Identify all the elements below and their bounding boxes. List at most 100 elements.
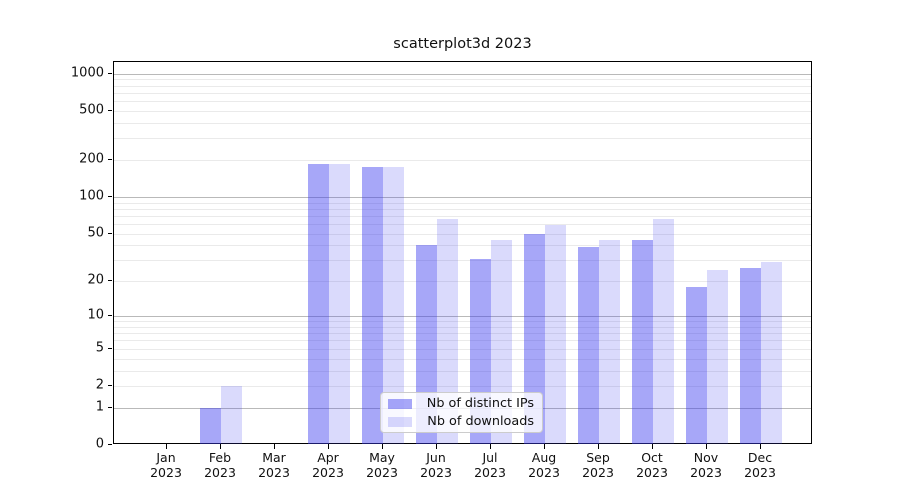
legend-label: Nb of downloads bbox=[427, 414, 534, 429]
x-tick-label-dec: Dec 2023 bbox=[744, 450, 776, 480]
x-tick-mark bbox=[382, 444, 383, 449]
bar-downloads-may bbox=[383, 167, 404, 444]
legend-row: Nb of distinct IPs bbox=[388, 396, 534, 411]
bar-downloads-apr bbox=[329, 163, 350, 444]
y-tick-mark bbox=[108, 384, 112, 386]
minor-gridline bbox=[114, 85, 811, 87]
x-tick-mark bbox=[652, 444, 653, 449]
bar-downloads-sep bbox=[599, 240, 620, 444]
y-tick-mark bbox=[108, 406, 112, 408]
y-tick-label: 10 bbox=[87, 307, 104, 323]
minor-gridline bbox=[114, 370, 811, 372]
bar-downloads-oct bbox=[653, 218, 674, 444]
major-gridline bbox=[114, 73, 811, 75]
minor-gridline bbox=[114, 385, 811, 387]
minor-gridline bbox=[114, 340, 811, 342]
bar-ips-apr bbox=[308, 163, 329, 444]
x-tick-mark bbox=[328, 444, 329, 449]
minor-gridline bbox=[114, 215, 811, 217]
bar-ips-sep bbox=[578, 246, 599, 444]
x-tick-label-may: May 2023 bbox=[366, 450, 398, 480]
chart-title: scatterplot3d 2023 bbox=[393, 36, 532, 52]
bar-downloads-feb bbox=[221, 385, 242, 444]
y-tick-label: 100 bbox=[79, 188, 104, 204]
y-tick-label: 5 bbox=[95, 340, 104, 356]
x-tick-mark bbox=[706, 444, 707, 449]
x-tick-mark bbox=[544, 444, 545, 449]
y-tick-mark bbox=[108, 232, 112, 234]
x-tick-label-feb: Feb 2023 bbox=[204, 450, 236, 480]
y-tick-mark bbox=[108, 158, 112, 160]
x-tick-label-oct: Oct 2023 bbox=[636, 450, 668, 480]
minor-gridline bbox=[114, 281, 811, 283]
legend-row: Nb of downloads bbox=[388, 414, 534, 429]
minor-gridline bbox=[114, 245, 811, 247]
bar-ips-aug bbox=[524, 233, 545, 444]
x-tick-label-nov: Nov 2023 bbox=[690, 450, 722, 480]
major-gridline bbox=[114, 316, 811, 318]
y-tick-label: 2 bbox=[95, 377, 104, 393]
bar-ips-feb bbox=[200, 407, 221, 444]
x-tick-mark bbox=[436, 444, 437, 449]
y-tick-label: 0 bbox=[95, 436, 104, 452]
x-tick-label-mar: Mar 2023 bbox=[258, 450, 290, 480]
x-tick-label-sep: Sep 2023 bbox=[582, 450, 614, 480]
minor-gridline bbox=[114, 224, 811, 225]
minor-gridline bbox=[114, 79, 811, 81]
minor-gridline bbox=[114, 110, 811, 112]
x-tick-mark bbox=[220, 444, 221, 449]
x-tick-mark bbox=[166, 444, 167, 449]
minor-gridline bbox=[114, 208, 811, 210]
minor-gridline bbox=[114, 122, 811, 124]
bar-ips-oct bbox=[632, 240, 653, 444]
bar-downloads-aug bbox=[545, 224, 566, 444]
minor-gridline bbox=[114, 321, 811, 323]
x-tick-label-jan: Jan 2023 bbox=[150, 450, 182, 480]
bar-ips-dec bbox=[740, 267, 761, 444]
x-tick-mark bbox=[598, 444, 599, 449]
x-tick-mark bbox=[490, 444, 491, 449]
legend: Nb of distinct IPs Nb of downloads bbox=[380, 392, 543, 433]
legend-swatch-downloads bbox=[388, 416, 412, 427]
y-tick-label: 50 bbox=[87, 225, 104, 241]
y-tick-label: 1000 bbox=[70, 65, 104, 80]
y-tick-label: 20 bbox=[87, 272, 104, 288]
x-tick-label-jul: Jul 2023 bbox=[474, 450, 506, 480]
plot-area bbox=[113, 61, 812, 444]
y-tick-mark bbox=[108, 195, 112, 197]
y-tick-mark bbox=[108, 72, 112, 74]
y-tick-label: 1 bbox=[95, 399, 104, 415]
x-tick-label-aug: Aug 2023 bbox=[528, 450, 560, 480]
bar-downloads-dec bbox=[761, 262, 782, 444]
y-tick-label: 200 bbox=[79, 151, 104, 167]
bar-ips-may bbox=[362, 166, 383, 444]
bar-downloads-jun bbox=[437, 218, 458, 444]
x-tick-mark bbox=[760, 444, 761, 449]
y-tick-mark bbox=[108, 315, 112, 317]
y-tick-mark bbox=[108, 109, 112, 111]
minor-gridline bbox=[114, 138, 811, 140]
x-tick-label-apr: Apr 2023 bbox=[312, 450, 344, 480]
y-tick-mark bbox=[108, 280, 112, 282]
minor-gridline bbox=[114, 92, 811, 94]
minor-gridline bbox=[114, 348, 811, 350]
minor-gridline bbox=[114, 101, 811, 102]
minor-gridline bbox=[114, 260, 811, 262]
x-tick-label-jun: Jun 2023 bbox=[420, 450, 452, 480]
minor-gridline bbox=[114, 159, 811, 161]
x-tick-mark bbox=[274, 444, 275, 449]
bar-ips-nov bbox=[686, 286, 707, 444]
y-tick-label: 500 bbox=[79, 102, 104, 118]
major-gridline bbox=[114, 196, 811, 198]
bar-downloads-nov bbox=[707, 269, 728, 444]
minor-gridline bbox=[114, 202, 811, 204]
minor-gridline bbox=[114, 333, 811, 335]
minor-gridline bbox=[114, 358, 811, 360]
y-tick-mark bbox=[108, 347, 112, 349]
legend-label: Nb of distinct IPs bbox=[426, 396, 534, 411]
y-tick-mark bbox=[108, 444, 112, 445]
minor-gridline bbox=[114, 326, 811, 328]
legend-swatch-ips bbox=[388, 398, 412, 409]
minor-gridline bbox=[114, 233, 811, 235]
